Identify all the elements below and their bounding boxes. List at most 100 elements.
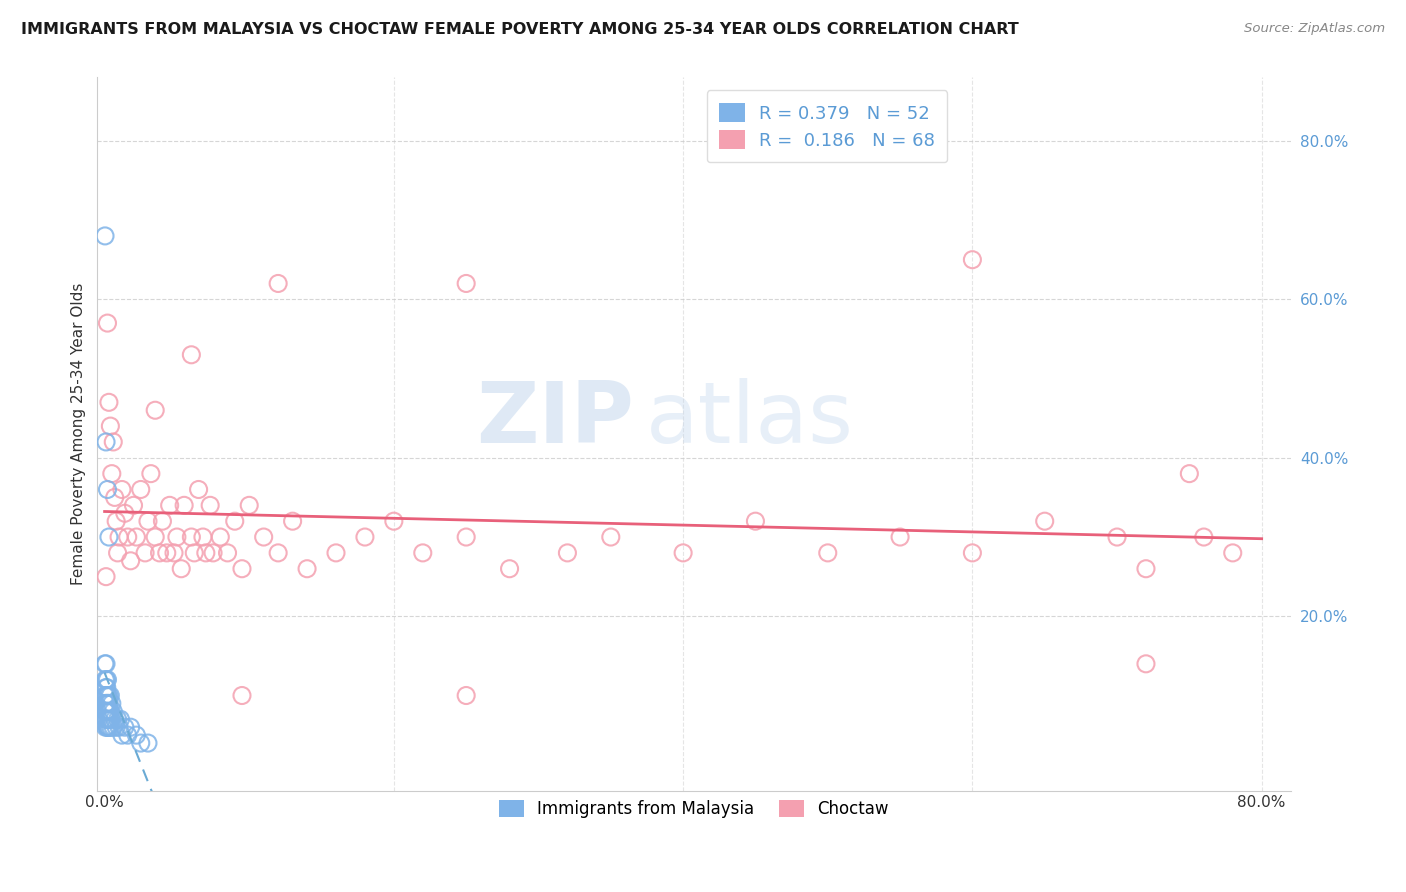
Point	[97, 712, 120, 726]
Point	[108, 530, 131, 544]
Point	[96, 681, 118, 695]
Point	[191, 530, 214, 544]
Point	[96, 704, 118, 718]
Point	[98, 689, 121, 703]
Point	[382, 514, 405, 528]
Point	[217, 546, 239, 560]
Point	[1222, 546, 1244, 560]
Point	[163, 546, 186, 560]
Point	[134, 546, 156, 560]
Y-axis label: Female Poverty Among 25-34 Year Olds: Female Poverty Among 25-34 Year Olds	[72, 283, 86, 585]
Point	[97, 704, 120, 718]
Point	[159, 499, 181, 513]
Point	[412, 546, 434, 560]
Point	[180, 530, 202, 544]
Point	[97, 712, 120, 726]
Point	[96, 673, 118, 687]
Point	[94, 681, 117, 695]
Point	[96, 712, 118, 726]
Point	[267, 546, 290, 560]
Point	[456, 689, 478, 703]
Point	[194, 546, 217, 560]
Point	[97, 689, 120, 703]
Point	[101, 697, 124, 711]
Point	[94, 712, 117, 726]
Point	[98, 704, 121, 718]
Point	[281, 514, 304, 528]
Point	[94, 697, 117, 711]
Point	[94, 657, 117, 671]
Point	[96, 316, 118, 330]
Point	[94, 704, 117, 718]
Point	[156, 546, 179, 560]
Point	[599, 530, 621, 544]
Point	[187, 483, 209, 497]
Point	[744, 514, 766, 528]
Point	[107, 712, 129, 726]
Point	[94, 569, 117, 583]
Point	[173, 499, 195, 513]
Point	[117, 728, 139, 742]
Point	[1178, 467, 1201, 481]
Text: IMMIGRANTS FROM MALAYSIA VS CHOCTAW FEMALE POVERTY AMONG 25-34 YEAR OLDS CORRELA: IMMIGRANTS FROM MALAYSIA VS CHOCTAW FEMA…	[21, 22, 1019, 37]
Point	[97, 697, 120, 711]
Point	[166, 530, 188, 544]
Point	[817, 546, 839, 560]
Point	[170, 562, 193, 576]
Point	[107, 546, 129, 560]
Point	[117, 530, 139, 544]
Point	[105, 514, 128, 528]
Point	[103, 704, 125, 718]
Point	[110, 712, 132, 726]
Point	[96, 704, 118, 718]
Point	[120, 720, 142, 734]
Point	[101, 467, 124, 481]
Point	[108, 720, 131, 734]
Point	[120, 554, 142, 568]
Point	[267, 277, 290, 291]
Point	[96, 720, 118, 734]
Point	[96, 697, 118, 711]
Point	[100, 704, 122, 718]
Point	[129, 736, 152, 750]
Point	[1105, 530, 1128, 544]
Point	[114, 506, 136, 520]
Point	[183, 546, 205, 560]
Point	[125, 728, 148, 742]
Point	[97, 530, 120, 544]
Point	[94, 704, 117, 718]
Point	[198, 499, 221, 513]
Point	[224, 514, 246, 528]
Point	[96, 689, 118, 703]
Point	[122, 499, 145, 513]
Point	[209, 530, 232, 544]
Point	[231, 562, 253, 576]
Point	[98, 419, 121, 434]
Point	[456, 277, 478, 291]
Point	[180, 348, 202, 362]
Point	[202, 546, 225, 560]
Point	[148, 546, 170, 560]
Point	[97, 689, 120, 703]
Point	[962, 252, 984, 267]
Point	[1192, 530, 1215, 544]
Point	[98, 720, 121, 734]
Point	[253, 530, 276, 544]
Point	[97, 720, 120, 734]
Point	[238, 499, 260, 513]
Point	[98, 712, 121, 726]
Point	[101, 712, 124, 726]
Point	[94, 434, 117, 449]
Text: Source: ZipAtlas.com: Source: ZipAtlas.com	[1244, 22, 1385, 36]
Point	[98, 697, 121, 711]
Point	[100, 720, 122, 734]
Point	[96, 483, 118, 497]
Point	[129, 483, 152, 497]
Point	[94, 657, 117, 671]
Point	[125, 530, 148, 544]
Point	[295, 562, 318, 576]
Point	[103, 720, 125, 734]
Point	[104, 712, 127, 726]
Point	[325, 546, 347, 560]
Point	[231, 689, 253, 703]
